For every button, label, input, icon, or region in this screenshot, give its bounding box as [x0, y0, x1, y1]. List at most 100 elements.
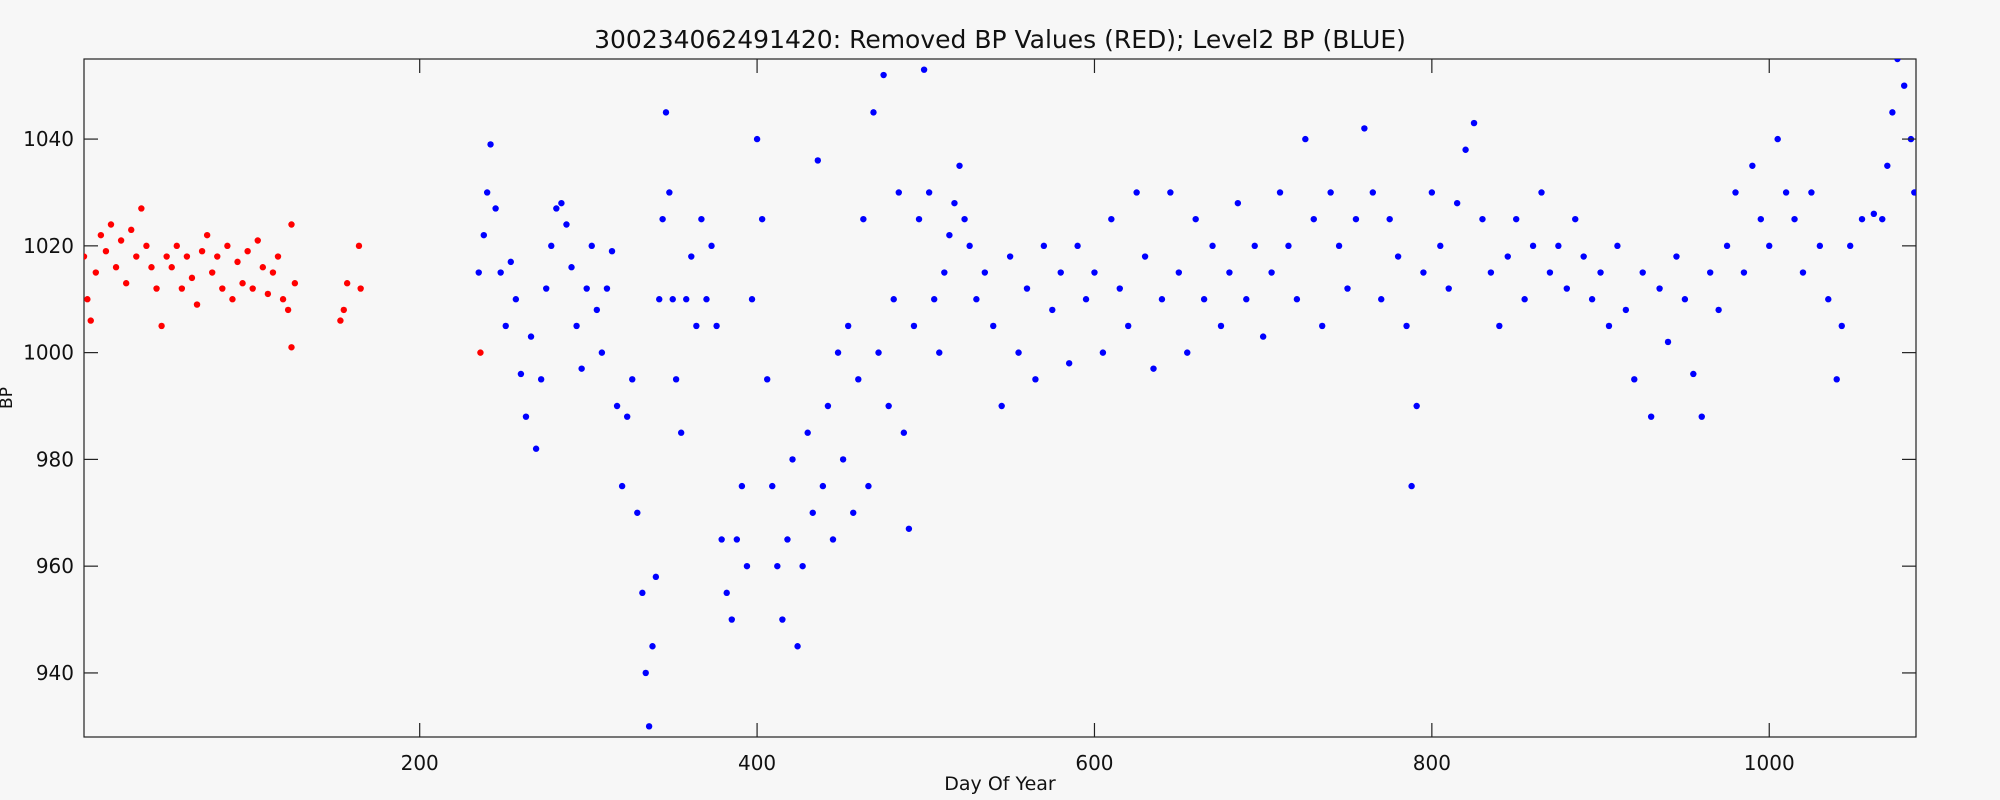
data-point	[224, 242, 231, 250]
data-point	[1344, 285, 1351, 292]
data-point	[558, 199, 565, 207]
data-point	[1614, 242, 1621, 250]
data-point	[1453, 199, 1461, 207]
data-point	[1631, 376, 1638, 383]
plot-frame	[83, 58, 1917, 738]
data-point	[1563, 285, 1571, 292]
data-point	[1251, 242, 1258, 250]
data-point	[1470, 119, 1478, 127]
data-point	[1529, 242, 1537, 250]
data-point	[84, 296, 91, 303]
data-point	[1403, 322, 1410, 330]
data-point	[608, 247, 616, 255]
data-point	[1808, 189, 1815, 196]
data-point	[1209, 242, 1216, 250]
data-point	[1512, 215, 1520, 223]
data-point	[895, 189, 902, 196]
data-point	[512, 296, 520, 303]
data-point	[824, 402, 832, 410]
data-point	[198, 247, 206, 255]
data-point	[774, 562, 781, 570]
data-point	[850, 509, 857, 516]
data-point	[1335, 242, 1343, 250]
data-point	[652, 573, 660, 581]
data-point	[1838, 322, 1845, 330]
x-tick-label: 200	[401, 751, 439, 775]
data-point	[128, 226, 135, 234]
data-point	[219, 285, 226, 292]
data-point	[634, 509, 641, 516]
data-point	[163, 253, 170, 260]
y-tick-label: 980	[36, 447, 74, 471]
data-point	[568, 264, 575, 271]
data-point	[1782, 189, 1790, 196]
data-point	[1884, 162, 1891, 169]
data-point	[487, 141, 494, 148]
data-point	[1555, 242, 1562, 250]
data-point	[84, 253, 88, 260]
data-point	[291, 280, 299, 287]
data-point	[1816, 242, 1824, 250]
data-point	[885, 402, 892, 410]
data-point	[1597, 269, 1604, 276]
data-point	[563, 221, 570, 228]
data-point	[629, 376, 636, 383]
data-point	[1108, 215, 1115, 223]
data-point	[618, 482, 626, 490]
data-point	[1268, 269, 1275, 276]
x-tick-label: 800	[1413, 751, 1451, 775]
data-point	[1715, 306, 1722, 314]
data-point	[1243, 296, 1250, 303]
data-point	[1217, 322, 1225, 330]
x-axis-label: Day Of Year	[944, 773, 1056, 795]
data-point	[153, 285, 160, 292]
data-point	[1879, 215, 1886, 223]
data-point	[1766, 242, 1773, 250]
data-point	[1504, 253, 1511, 260]
data-point	[669, 296, 676, 303]
data-point	[900, 429, 908, 436]
data-point	[804, 429, 811, 436]
data-point	[264, 290, 272, 298]
data-point	[1408, 482, 1415, 490]
data-point	[168, 264, 175, 271]
data-point	[288, 344, 295, 351]
data-point	[905, 525, 913, 532]
data-point	[672, 376, 680, 383]
data-point	[1445, 285, 1452, 292]
x-tick-label: 1000	[1744, 751, 1795, 775]
data-point	[1858, 215, 1866, 223]
data-point	[178, 285, 186, 292]
data-point	[1673, 253, 1680, 260]
data-point	[603, 285, 611, 292]
data-point	[1015, 349, 1022, 356]
data-point	[480, 231, 488, 239]
data-point	[1040, 242, 1048, 250]
data-point	[1394, 253, 1402, 260]
data-point	[1302, 135, 1309, 143]
data-point	[537, 376, 545, 383]
data-point	[915, 215, 923, 223]
data-point	[1870, 210, 1878, 218]
data-point	[517, 370, 525, 378]
data-point	[1167, 189, 1174, 196]
data-point	[355, 242, 363, 250]
data-point	[1572, 215, 1579, 223]
data-point	[183, 253, 191, 260]
data-point	[1276, 189, 1284, 196]
data-point	[649, 643, 656, 650]
data-point	[107, 221, 115, 228]
data-point	[880, 71, 887, 79]
data-point	[1698, 413, 1705, 420]
data-point	[1757, 215, 1765, 223]
data-point	[1847, 242, 1854, 250]
data-point	[548, 242, 555, 250]
data-point	[990, 322, 997, 330]
y-tick-label: 940	[36, 661, 74, 685]
data-point	[87, 317, 94, 324]
data-point	[951, 199, 958, 207]
data-point	[1420, 269, 1427, 276]
data-point	[839, 456, 847, 463]
